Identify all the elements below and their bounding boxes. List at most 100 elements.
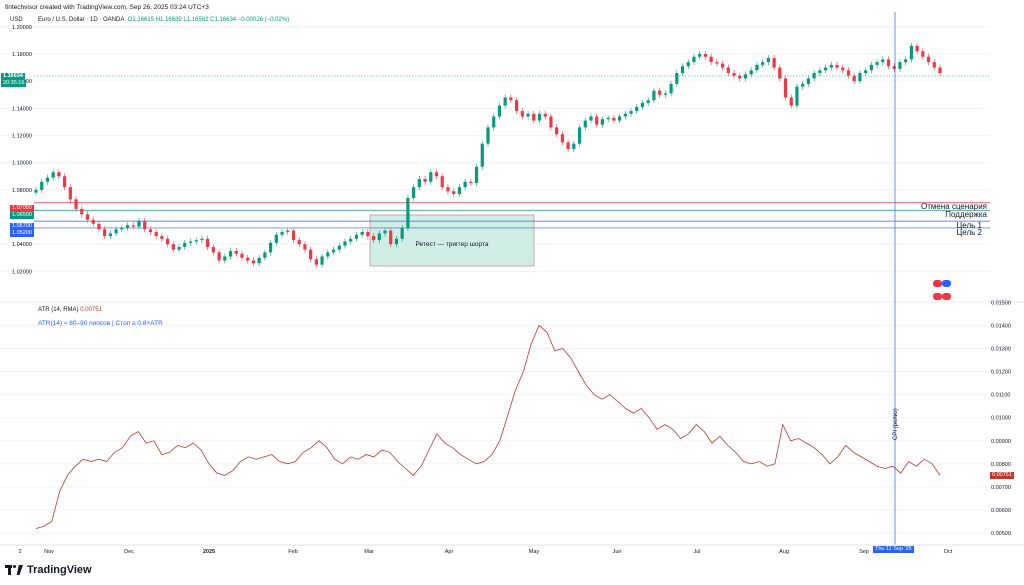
candle-body: [377, 233, 381, 241]
atr-title-value: 0.00751: [80, 307, 102, 313]
tradingview-logo-text: TradingView: [27, 564, 92, 576]
candle-body: [904, 59, 908, 63]
candle-body: [669, 83, 673, 94]
candle-body: [617, 116, 622, 121]
candle-body: [434, 172, 439, 177]
atr-tick-label: 0.00600: [991, 508, 1011, 514]
level-tag-support: 1.06500: [10, 212, 34, 219]
price-tick-label: 1.08000: [12, 188, 32, 194]
candle-body: [188, 241, 193, 243]
candle-body: [835, 64, 839, 68]
candle-body: [823, 67, 828, 71]
candle-body: [612, 117, 616, 121]
candle-body: [606, 117, 610, 120]
candle-body: [892, 66, 896, 69]
atr-tick-label: 0.01100: [991, 393, 1010, 399]
candle-body: [926, 56, 931, 63]
candle-body: [932, 62, 936, 68]
candle-body: [875, 62, 879, 65]
candle-body: [268, 242, 273, 253]
candle-body: [755, 64, 759, 71]
candle-body: [406, 198, 410, 228]
x-tick-label: Mar: [364, 549, 374, 555]
symbol-info[interactable]: Euro / U.S. Dollar · 1D · OANDA O1.16615…: [38, 17, 289, 23]
last-price-tag: 1.16634: [1, 73, 25, 80]
level-label-cancel: Отмена сценария: [921, 202, 987, 211]
candle-body: [57, 172, 61, 177]
candle-body: [921, 51, 925, 57]
candle-body: [120, 227, 124, 230]
candle-body: [360, 232, 364, 235]
level-label-target1: Цель 1: [956, 221, 982, 230]
candle-body: [354, 234, 359, 239]
x-tick-label: Dec: [124, 549, 134, 555]
x-tick-label: Apr: [445, 549, 454, 555]
candle-body: [715, 62, 719, 64]
candle-body: [366, 232, 370, 237]
candle-body: [211, 246, 215, 253]
x-tick-label: May: [529, 549, 540, 555]
candle-body: [183, 242, 187, 247]
candle-body: [286, 230, 290, 232]
candle-body: [412, 187, 416, 199]
candle-body: [726, 67, 730, 73]
candle-body: [738, 75, 742, 79]
candle-body: [383, 230, 387, 234]
candle-body: [91, 219, 95, 224]
candle-body: [858, 73, 862, 82]
level-label-support: Поддержка: [945, 210, 987, 219]
candle-body: [309, 249, 313, 260]
candles: [34, 42, 942, 268]
candle-body: [680, 66, 685, 73]
candle-body: [206, 238, 210, 247]
event-chip-3[interactable]: [933, 293, 942, 300]
candle-body: [663, 93, 667, 95]
currency-label: USD: [10, 17, 23, 23]
candle-body: [652, 90, 656, 101]
event-label: CPI (релиз): [893, 408, 899, 440]
candle-body: [234, 251, 238, 254]
candle-body: [177, 246, 181, 250]
event-date-tag: Thu 11 Sep '25: [873, 546, 914, 553]
candle-body: [560, 134, 564, 143]
candle-body: [446, 187, 450, 192]
candle-body: [114, 229, 118, 234]
candle-body: [732, 73, 736, 76]
candle-body: [274, 234, 278, 243]
x-tick-label: 2025: [203, 549, 215, 555]
candle-body: [589, 116, 593, 121]
candle-body: [154, 232, 158, 237]
candle-body: [698, 53, 702, 57]
candle-body: [400, 227, 404, 239]
atr-tick-label: 0.01300: [991, 346, 1011, 352]
tradingview-logo: TradingView: [5, 564, 92, 576]
candle-body: [572, 143, 576, 150]
candle-body: [251, 260, 256, 264]
price-tick-label: 1.14000: [12, 106, 32, 112]
candle-body: [97, 223, 101, 230]
event-chip-1[interactable]: [933, 280, 942, 287]
atr-tick-label: 0.01200: [991, 370, 1011, 376]
atr-tick-label: 0.01000: [991, 416, 1011, 422]
candle-body: [349, 238, 353, 242]
x-tick-label: Sep: [859, 549, 869, 555]
candle-body: [80, 208, 84, 215]
candle-body: [801, 83, 805, 87]
candle-body: [45, 177, 50, 182]
candle-body: [103, 229, 107, 237]
candle-body: [469, 181, 473, 184]
atr-line: [35, 324, 941, 529]
event-chip-2[interactable]: [942, 280, 951, 287]
candle-body: [337, 245, 341, 250]
candle-body: [423, 179, 427, 182]
candle-body: [240, 253, 244, 258]
candle-body: [497, 105, 502, 117]
event-chip-4[interactable]: [942, 293, 951, 300]
candle-body: [761, 62, 765, 65]
atr-y-axis: 0.01500 0.01400 0.01300 0.01200 0.01100 0.010…: [991, 300, 1011, 537]
candle-body: [74, 199, 78, 209]
candle-body: [749, 70, 753, 75]
atr-title[interactable]: ATR (14, RMA) 0.00751: [38, 307, 102, 313]
candle-body: [440, 176, 444, 188]
